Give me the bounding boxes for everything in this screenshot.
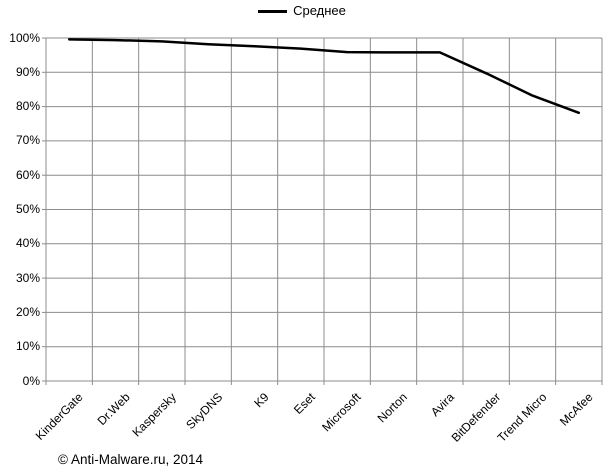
y-axis-label: 0% — [22, 373, 40, 388]
y-axis-label: 80% — [15, 99, 40, 114]
y-axis-label: 100% — [9, 30, 40, 45]
legend-line-sample — [258, 9, 288, 13]
y-axis-label: 60% — [15, 167, 40, 182]
y-axis-label: 70% — [15, 133, 40, 148]
legend-series-label: Среднее — [293, 3, 346, 18]
copyright-text: © Anti-Malware.ru, 2014 — [58, 452, 204, 467]
legend: Среднее — [0, 3, 604, 19]
y-axis-label: 90% — [15, 64, 40, 79]
y-axis-label: 20% — [15, 304, 40, 319]
series-line-average — [67, 38, 581, 115]
y-axis-label: 10% — [15, 339, 40, 354]
y-axis-label: 50% — [15, 202, 40, 216]
y-axis-label: 40% — [15, 236, 40, 251]
y-axis-label: 30% — [15, 270, 40, 285]
